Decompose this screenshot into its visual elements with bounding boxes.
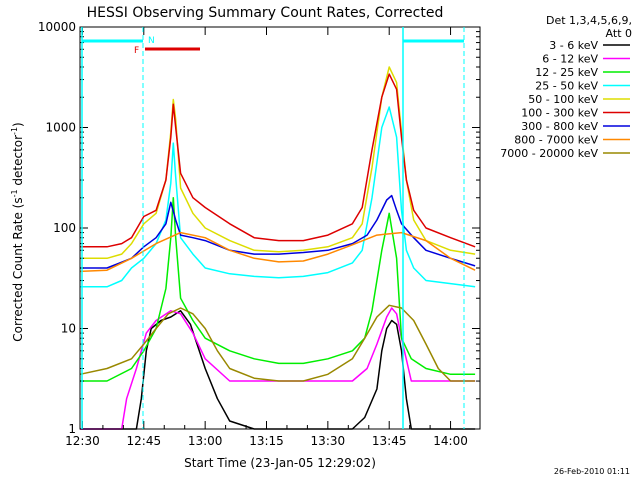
series-line <box>80 194 476 269</box>
y-axis: 1 10 100 1000 10000 <box>38 20 480 436</box>
y-tick-label: 1000 <box>45 121 76 135</box>
plot-area <box>79 66 476 430</box>
x-tick-label: 13:30 <box>311 434 346 448</box>
flare-label: F <box>134 46 139 56</box>
series-line <box>80 66 476 260</box>
night-label: N <box>148 36 155 46</box>
y-axis-label-mid: detector <box>11 135 25 190</box>
series-line <box>79 231 476 273</box>
legend-entry-label: 25 - 50 keV <box>535 80 598 93</box>
x-tick-label: 13:15 <box>249 434 284 448</box>
y-axis-label-end: ) <box>11 122 25 127</box>
x-axis: 12:30 12:45 13:00 13:15 13:30 13:45 14:00 <box>65 27 468 448</box>
series-line <box>80 106 476 288</box>
x-tick-label: 13:45 <box>372 434 407 448</box>
x-tick-label: 12:30 <box>65 434 100 448</box>
legend-entry-label: 12 - 25 keV <box>535 66 598 79</box>
legend-entry-label: 7000 - 20000 keV <box>500 147 598 160</box>
x-axis-label: Start Time (23-Jan-05 12:29:02) <box>184 456 376 470</box>
chart-title: HESSI Observing Summary Count Rates, Cor… <box>87 5 444 21</box>
observing-annotations: N F <box>81 27 465 429</box>
x-tick-label: 14:00 <box>433 434 468 448</box>
series-line <box>80 73 476 248</box>
y-tick-label: 10000 <box>38 20 76 34</box>
legend-header-line1: Det 1,3,4,5,6,9, <box>546 14 632 27</box>
legend-entry-label: 50 - 100 keV <box>528 93 598 106</box>
legend-entry-label: 100 - 300 keV <box>521 107 598 120</box>
series-line <box>79 304 476 382</box>
y-axis-label-main: Corrected Count Rate (s <box>11 197 25 341</box>
legend-entry-label: 800 - 7000 keV <box>514 134 598 147</box>
y-axis-label-sup2: -1 <box>10 127 19 135</box>
y-axis-label: Corrected Count Rate (s-1 detector-1) <box>10 122 25 341</box>
y-tick-label: 1 <box>68 422 76 436</box>
legend-entry-label: 3 - 6 keV <box>549 39 598 52</box>
series-line <box>80 196 476 382</box>
plot-frame <box>79 26 481 430</box>
y-tick-label: 100 <box>53 221 76 235</box>
x-tick-label: 12:45 <box>127 434 162 448</box>
legend-header-line2: Att 0 <box>606 27 632 40</box>
y-tick-label: 10 <box>61 322 76 336</box>
y-axis-label-sup1: -1 <box>10 189 19 197</box>
generation-timestamp: 26-Feb-2010 01:11 <box>554 467 630 476</box>
legend-entry-label: 6 - 12 keV <box>542 53 598 66</box>
series-line <box>80 310 476 430</box>
x-tick-label: 13:00 <box>188 434 223 448</box>
legend-entry-label: 300 - 800 keV <box>521 120 598 133</box>
